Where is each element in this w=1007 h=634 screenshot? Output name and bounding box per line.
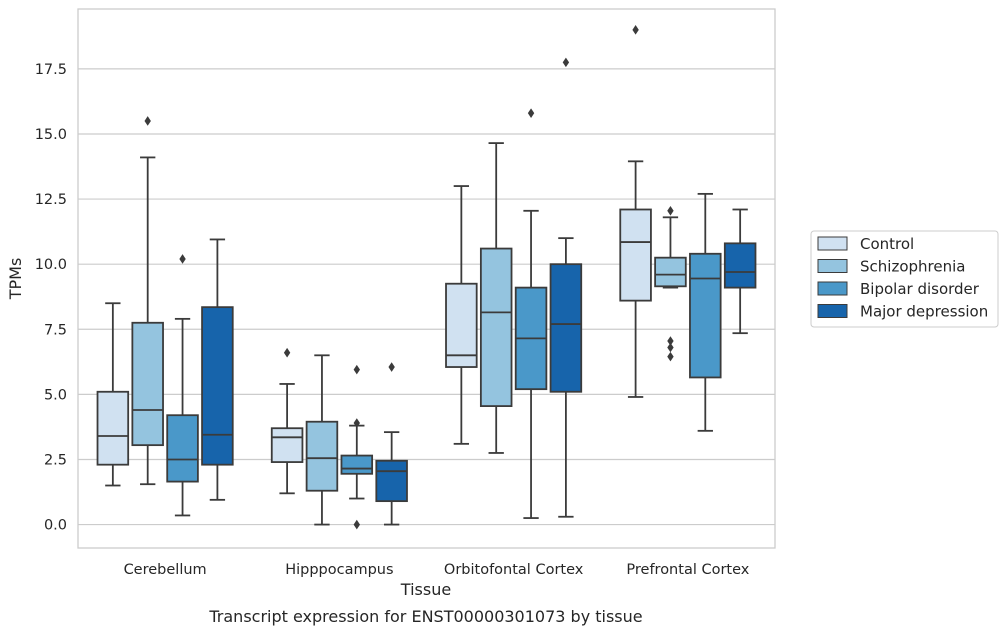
outlier-point [144,116,151,126]
outlier-point [353,519,360,530]
outlier-point [353,364,360,375]
y-tick-label: 12.5 [35,192,67,208]
box [201,306,234,466]
outlier-point [667,342,674,353]
box-group [514,108,548,519]
legend-label: Control [860,235,914,253]
box-group [445,185,478,445]
outlier-point [632,25,639,35]
box [479,247,513,407]
box-group [723,208,757,335]
x-tick-label: Orbitofontal Cortex [444,562,584,578]
box [96,390,130,466]
box-group [549,57,583,518]
legend-frame [810,230,999,328]
plot-frame [77,8,776,549]
box [619,208,652,302]
box-group [201,238,234,501]
x-axis-label: Tissue [400,580,451,599]
box [305,420,339,492]
outlier-point [527,108,535,118]
legend-swatch [817,304,848,318]
box [270,427,304,463]
box [654,256,687,288]
boxes [96,25,757,530]
outlier-point [353,418,360,428]
box-group [270,347,304,495]
y-tick-label: 2.5 [44,452,67,468]
legend-swatch [817,281,848,296]
legend-label: Bipolar disorder [860,280,980,298]
y-axis-label: TPMs [6,258,25,301]
box-group [654,205,687,362]
outlier-point [667,336,674,346]
legend-swatch [817,236,848,251]
legend-swatch [817,259,848,273]
box [166,414,199,483]
x-tick-labels: Cerebellum Hipppocampus Orbitofontal Corte… [124,562,750,578]
box [689,252,722,379]
box-group [619,25,652,398]
outlier-point [283,347,291,358]
box [340,454,374,475]
box-group [340,364,374,530]
box-group [131,116,164,486]
box-group [479,142,513,454]
y-tick-label: 7.5 [44,322,67,338]
box-group [375,362,408,526]
outlier-point [179,254,186,264]
box [131,321,164,447]
x-tick-label: Prefrontal Cortex [626,562,749,578]
y-tick-labels: 0.0 2.5 5.0 7.5 10.0 12.5 15.0 17.5 [35,62,67,534]
box [723,242,757,289]
y-tick-label: 0.0 [44,518,67,534]
y-tick-label: 17.5 [35,62,67,78]
box-group [305,354,339,526]
y-tick-label: 5.0 [44,387,67,403]
box-group [689,192,722,432]
box-group [166,254,199,517]
box [375,459,408,503]
legend: Control Schizophrenia Bipolar disorder Majo… [810,230,999,328]
chart-caption: Transcript expression for ENST0000030107… [208,607,642,626]
box [549,263,583,393]
box [445,282,478,368]
x-tick-label: Hipppocampus [285,562,393,578]
legend-label: Major depression [860,303,988,321]
outlier-point [562,57,570,68]
y-tick-label: 15.0 [35,127,67,143]
y-tick-label: 10.0 [35,257,67,273]
legend-label: Schizophrenia [860,258,965,276]
x-tick-label: Cerebellum [124,562,207,578]
box-group [96,302,130,487]
outlier-point [667,205,674,216]
outlier-point [388,362,395,372]
outlier-point [667,351,674,362]
